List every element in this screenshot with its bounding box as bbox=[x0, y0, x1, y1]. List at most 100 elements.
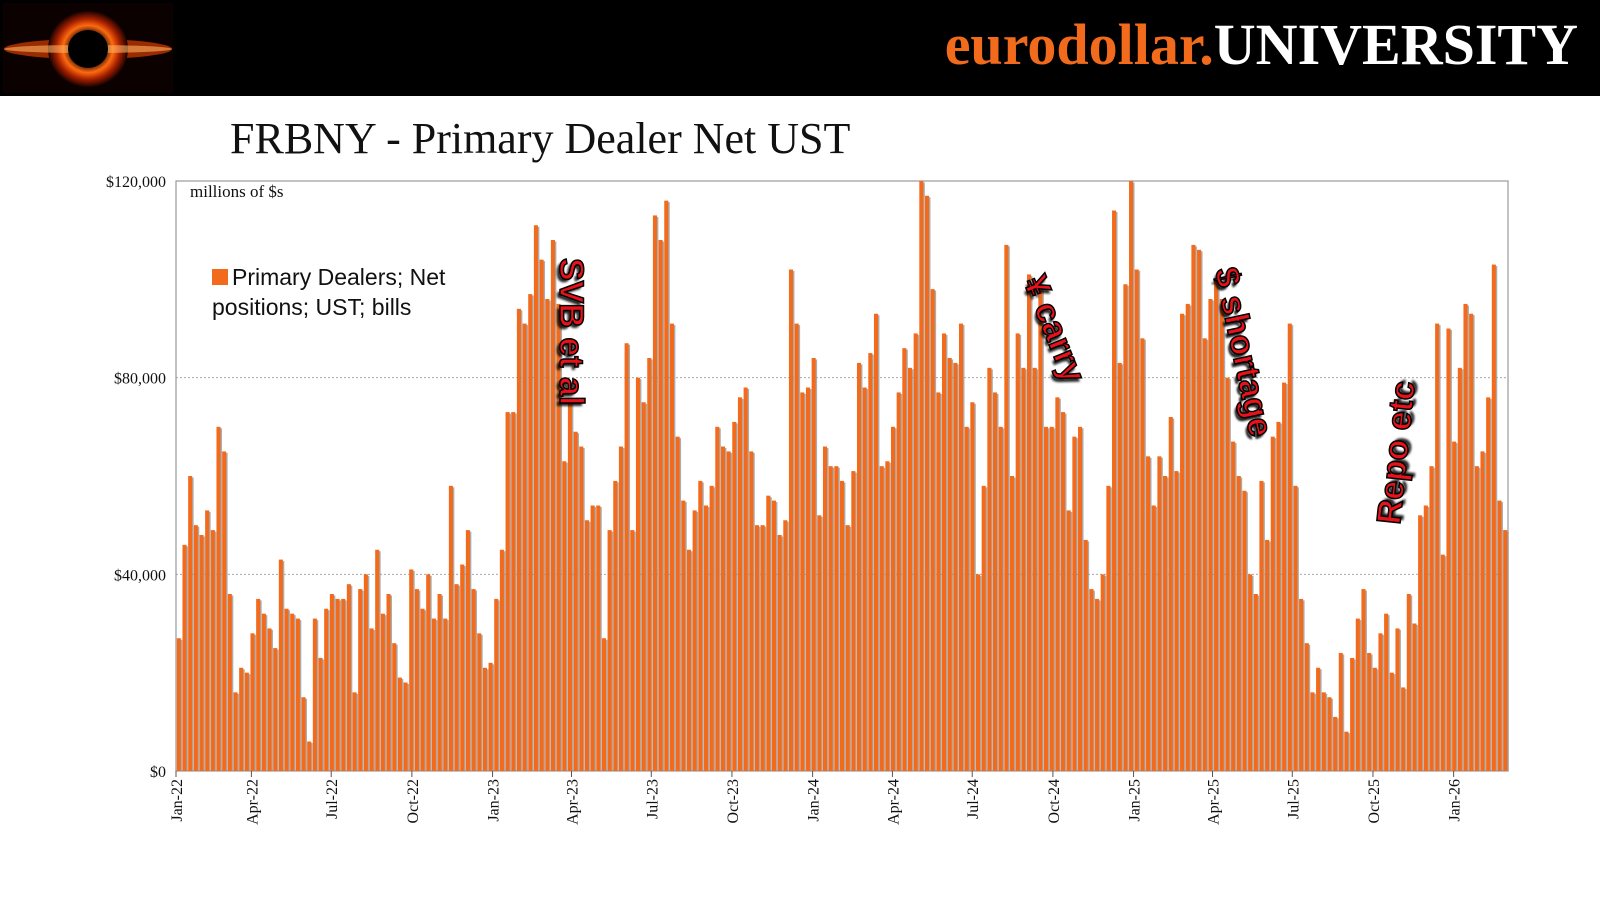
bar bbox=[324, 608, 329, 771]
bar bbox=[545, 299, 550, 771]
bar bbox=[556, 303, 561, 771]
x-tick-label: Jul-23 bbox=[644, 779, 661, 819]
eurodollar-logo bbox=[3, 3, 173, 93]
bar bbox=[1463, 303, 1468, 771]
bar bbox=[1338, 653, 1343, 771]
bar bbox=[669, 323, 674, 771]
bar bbox=[788, 269, 794, 771]
x-tick-label: Apr-23 bbox=[564, 779, 581, 825]
bar bbox=[964, 426, 969, 771]
bar bbox=[1389, 672, 1394, 771]
bar bbox=[1055, 397, 1060, 771]
bar bbox=[953, 362, 958, 771]
bar bbox=[1123, 284, 1128, 771]
page-title: FRBNY - Primary Dealer Net UST bbox=[230, 114, 851, 163]
bar bbox=[1180, 313, 1185, 771]
bar bbox=[341, 598, 346, 771]
bar bbox=[460, 564, 465, 771]
bar bbox=[743, 387, 748, 771]
bar bbox=[210, 530, 215, 771]
y-tick-label: $120,000 bbox=[106, 174, 166, 191]
bar bbox=[1163, 476, 1168, 771]
x-tick-label: Jul-24 bbox=[965, 779, 982, 819]
x-tick-label: Jan-23 bbox=[486, 779, 503, 822]
bar bbox=[1429, 466, 1434, 771]
bar bbox=[919, 181, 924, 771]
bar bbox=[998, 426, 1003, 771]
x-tick-label: Oct-22 bbox=[405, 779, 422, 823]
x-tick-label: Oct-24 bbox=[1046, 779, 1063, 823]
bar bbox=[941, 333, 947, 771]
bar bbox=[607, 530, 612, 771]
bar bbox=[1333, 716, 1338, 771]
bar bbox=[1140, 338, 1145, 771]
bar bbox=[431, 618, 436, 771]
bar bbox=[318, 657, 323, 771]
bar bbox=[1049, 426, 1054, 771]
legend-label: Primary Dealers; Net positions; UST; bil… bbox=[212, 264, 446, 320]
bar bbox=[375, 549, 380, 771]
x-tick-label: Apr-24 bbox=[885, 779, 902, 825]
bar bbox=[794, 323, 799, 771]
bar bbox=[1378, 633, 1383, 771]
bar bbox=[233, 692, 238, 771]
x-tick-label: Jan-22 bbox=[169, 779, 186, 822]
bar bbox=[1202, 338, 1207, 771]
x-tick-label: Jan-26 bbox=[1447, 779, 1464, 822]
bar bbox=[924, 195, 930, 771]
bar bbox=[488, 662, 493, 771]
bar bbox=[1134, 269, 1139, 771]
bar bbox=[800, 392, 805, 771]
bar bbox=[890, 426, 896, 771]
bar bbox=[312, 618, 317, 771]
brand-wordmark: eurodollar.UNIVERSITY bbox=[945, 8, 1578, 82]
x-tick-label: Oct-23 bbox=[725, 779, 742, 823]
bar bbox=[879, 466, 884, 771]
bar bbox=[250, 633, 255, 771]
bar bbox=[783, 520, 788, 771]
x-tick-label: Oct-25 bbox=[1366, 779, 1383, 823]
bar bbox=[1010, 476, 1015, 771]
bar bbox=[539, 259, 544, 771]
bar bbox=[454, 584, 459, 771]
bar bbox=[1276, 421, 1281, 771]
bar bbox=[590, 505, 595, 771]
bar bbox=[188, 476, 193, 771]
bar bbox=[1015, 333, 1020, 771]
bar bbox=[987, 367, 992, 771]
bar bbox=[970, 402, 975, 771]
bar bbox=[290, 613, 295, 771]
bar bbox=[1486, 397, 1491, 771]
bar bbox=[1253, 594, 1258, 771]
bar bbox=[222, 451, 227, 771]
bar bbox=[1157, 456, 1162, 771]
x-tick-label: Jan-25 bbox=[1127, 779, 1144, 822]
bar bbox=[409, 569, 414, 771]
bar bbox=[1457, 367, 1462, 771]
brand-part1: eurodollar. bbox=[944, 12, 1214, 77]
bar bbox=[868, 353, 873, 771]
x-tick-label: Jul-22 bbox=[324, 779, 341, 819]
bar bbox=[1304, 643, 1309, 771]
x-tick-label: Jul-25 bbox=[1285, 779, 1302, 819]
bar bbox=[992, 392, 998, 771]
bar bbox=[754, 525, 760, 771]
bar bbox=[839, 480, 845, 771]
bar bbox=[1191, 244, 1196, 771]
bar bbox=[658, 240, 663, 771]
bar bbox=[709, 485, 714, 771]
bar bbox=[652, 215, 657, 771]
brand-part2: UNIVERSITY bbox=[1213, 12, 1578, 77]
bar bbox=[1004, 244, 1009, 771]
bar bbox=[1503, 530, 1508, 771]
bar bbox=[1259, 480, 1264, 771]
bar bbox=[760, 525, 765, 771]
bar bbox=[1151, 505, 1156, 771]
bar bbox=[420, 608, 425, 771]
bar bbox=[1282, 382, 1287, 771]
bar bbox=[1146, 456, 1151, 771]
bar bbox=[930, 289, 935, 771]
units-note: millions of $s bbox=[190, 182, 284, 201]
bar bbox=[641, 402, 646, 771]
bar bbox=[437, 594, 442, 771]
